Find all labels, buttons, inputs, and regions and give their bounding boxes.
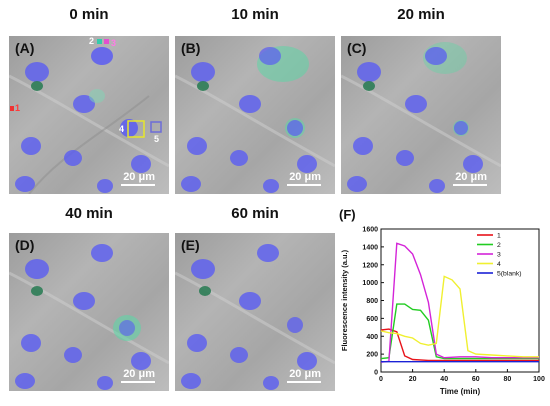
scale-bar-e: [287, 381, 321, 383]
micrograph-panel-d: (D) 20 μm: [9, 233, 169, 391]
y-tick-label: 1200: [362, 262, 378, 269]
time-title-60min: 60 min: [231, 205, 279, 222]
x-tick-label: 40: [440, 376, 448, 383]
x-tick-label: 20: [409, 376, 417, 383]
series-line-3: [380, 242, 539, 363]
roi-label-1: 1: [15, 103, 21, 113]
chart-x-axis-label: Time (min): [440, 387, 481, 396]
y-tick-label: 0: [374, 370, 378, 377]
scale-bar-a: [121, 184, 155, 186]
micrograph-c-cells: [341, 42, 501, 193]
chart-axes: [380, 228, 540, 373]
y-tick-label: 400: [366, 334, 378, 341]
x-tick-label: 60: [472, 376, 480, 383]
scale-bar-label-c: 20 μm: [455, 171, 487, 183]
scale-bar-b: [287, 184, 321, 186]
series-line-1: [380, 328, 539, 362]
panel-label-f: (F): [339, 207, 356, 222]
fluorescence-chart: (F) 0 200 400 600 800 1000 1200 1400 1600 0 20 40 60…: [337, 205, 547, 401]
series-line-4: [380, 275, 539, 358]
micrograph-a-cells: [9, 39, 169, 194]
y-tick-label: 1400: [362, 244, 378, 251]
panel-label-b: (B): [181, 40, 201, 56]
scale-bar-label-a: 20 μm: [123, 171, 155, 183]
roi-label-4: 4: [119, 124, 125, 134]
roi-label-2: 2: [89, 36, 95, 46]
chart-plot-frame: [380, 228, 540, 373]
micrograph-d-cells: [9, 244, 169, 390]
chart-y-axis-label: Fluorescence intensity (a.u.): [340, 249, 349, 351]
micrograph-panel-c: (C) 20 μm: [341, 36, 501, 194]
x-tick-label: 80: [504, 376, 512, 383]
y-tick-label: 600: [366, 316, 378, 323]
legend-label-2: 2: [497, 242, 501, 249]
legend-label-5: 5(blank): [497, 271, 522, 278]
x-tick-label: 0: [379, 376, 383, 383]
x-tick-label: 100: [533, 376, 545, 383]
legend-label-4: 4: [497, 261, 501, 268]
panel-label-a: (A): [15, 40, 35, 56]
panel-label-e: (E): [181, 237, 200, 253]
micrograph-e-cells: [175, 244, 335, 390]
scale-bar-label-b: 20 μm: [289, 171, 321, 183]
micrograph-panel-a: (A) 1 2 3 4 5 20 μm: [9, 36, 169, 194]
panel-label-d: (D): [15, 237, 35, 253]
y-tick-label: 800: [366, 298, 378, 305]
scale-bar-label-e: 20 μm: [289, 368, 321, 380]
scale-bar-label-d: 20 μm: [123, 368, 155, 380]
scale-bar-c: [453, 184, 487, 186]
micrograph-panel-b: (B) 20 μm: [175, 36, 335, 194]
chart-canvas: (F) 0 200 400 600 800 1000 1200 1400 1600 0 20 40 60…: [339, 207, 545, 396]
roi-label-5: 5: [154, 134, 160, 144]
time-title-0min: 0 min: [69, 6, 109, 23]
panel-label-c: (C): [347, 40, 367, 56]
chart-ticks: 0 200 400 600 800 1000 1200 1400 1600 0 20 40 60 80 10…: [362, 227, 545, 384]
series-line-2: [380, 303, 539, 360]
y-tick-label: 200: [366, 352, 378, 359]
y-tick-label: 1000: [362, 280, 378, 287]
chart-legend: 1 2 3 4 5(blank): [477, 233, 522, 278]
micrograph-b-cells: [175, 46, 335, 193]
micrograph-panel-e: (E) 20 μm: [175, 233, 335, 391]
time-title-20min: 20 min: [397, 6, 445, 23]
time-title-40min: 40 min: [65, 205, 113, 222]
chart-series-group: [380, 242, 539, 363]
y-tick-label: 1600: [362, 227, 378, 234]
legend-label-1: 1: [497, 233, 501, 240]
time-title-10min: 10 min: [231, 6, 279, 23]
scale-bar-d: [121, 381, 155, 383]
roi-label-3: 3: [111, 38, 117, 48]
legend-label-3: 3: [497, 252, 501, 259]
